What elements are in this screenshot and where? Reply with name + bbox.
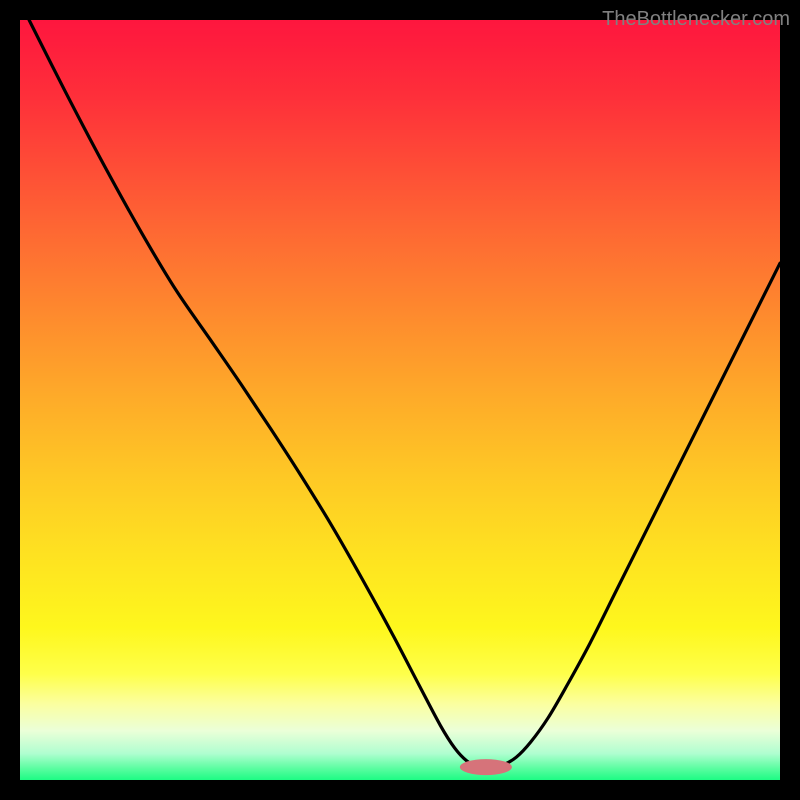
chart-frame: TheBottlenecker.com	[0, 0, 800, 800]
plot-area	[20, 20, 780, 780]
watermark-text: TheBottlenecker.com	[602, 8, 790, 31]
chart-svg	[20, 20, 780, 780]
optimum-marker	[460, 759, 512, 775]
gradient-background	[20, 20, 780, 780]
